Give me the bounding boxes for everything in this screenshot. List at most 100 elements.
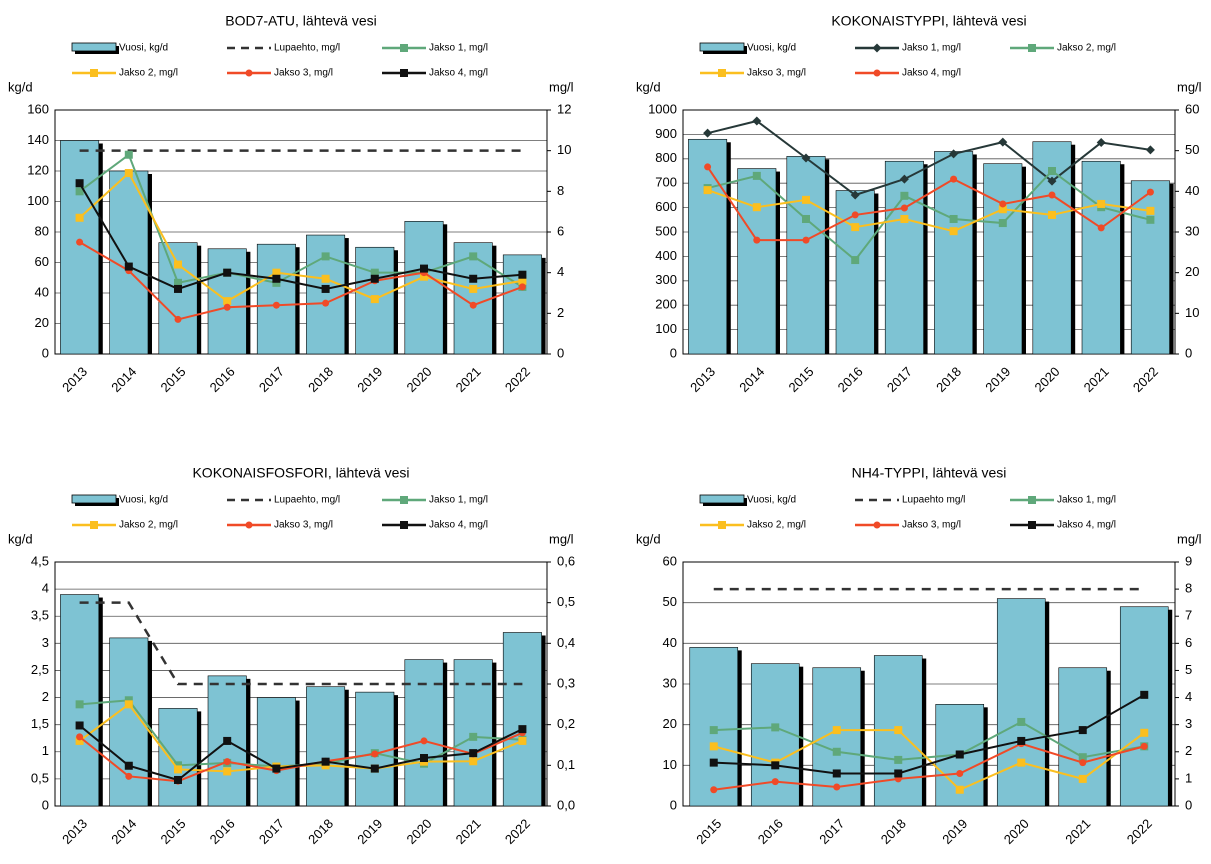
legend-label: Vuosi, kg/d xyxy=(747,495,796,506)
y2-tick-label: 0,4 xyxy=(557,635,575,650)
legend-marker xyxy=(400,521,408,529)
point xyxy=(223,303,231,311)
point xyxy=(1078,753,1087,762)
legend-label: Jakso 1, mg/l xyxy=(429,43,488,54)
y-tick-label: 0 xyxy=(670,345,677,360)
series-line xyxy=(79,241,523,321)
point xyxy=(124,696,133,705)
point xyxy=(223,268,232,277)
point xyxy=(753,236,761,244)
x-tick-label: 2015 xyxy=(157,364,188,395)
series-line xyxy=(713,693,1145,775)
y2-tick-label: 4 xyxy=(557,264,564,279)
legend-label: Jakso 2, mg/l xyxy=(119,520,178,531)
x-tick-label: 2017 xyxy=(884,364,915,395)
y2-tick-label: 0,2 xyxy=(557,716,575,731)
x-tick-label: 2017 xyxy=(256,816,287,847)
legend-label: Jakso 4, mg/l xyxy=(429,520,488,531)
y-tick-label: 900 xyxy=(655,126,677,141)
point xyxy=(998,205,1007,214)
x-tick-label: 2014 xyxy=(108,816,139,847)
point xyxy=(1146,206,1155,215)
legend-label: Jakso 3, mg/l xyxy=(747,68,806,79)
y2-tick-label: 2 xyxy=(557,305,564,320)
point xyxy=(174,278,182,287)
point xyxy=(949,227,958,236)
y2-tick-label: 0,6 xyxy=(557,553,575,568)
point xyxy=(1048,167,1056,175)
bar xyxy=(1081,160,1121,355)
x-tick-label: 2017 xyxy=(816,816,847,847)
x-tick-label: 2020 xyxy=(403,816,434,847)
y2-tick-label: 30 xyxy=(1185,223,1199,238)
point xyxy=(894,726,903,735)
y-tick-label: 2,5 xyxy=(31,662,49,677)
point xyxy=(900,214,909,223)
point xyxy=(955,785,964,794)
y-axis-label: kg/d xyxy=(636,79,661,94)
y-tick-label: 2 xyxy=(42,689,49,704)
point xyxy=(321,757,330,766)
bar xyxy=(404,221,444,355)
y-tick-label: 40 xyxy=(663,635,677,650)
y2-axis-label: mg/l xyxy=(1177,531,1202,546)
bar xyxy=(158,708,198,807)
legend-label: Jakso 4, mg/l xyxy=(1057,520,1116,531)
legend-label: Jakso 1, mg/l xyxy=(902,43,961,54)
y-tick-label: 500 xyxy=(655,223,677,238)
legend-swatch xyxy=(71,42,117,52)
legend-label: Jakso 4, mg/l xyxy=(902,68,961,79)
y-axis-label: kg/d xyxy=(8,79,33,94)
y-tick-label: 140 xyxy=(27,132,49,147)
y2-tick-label: 0 xyxy=(1185,345,1192,360)
point xyxy=(370,295,379,304)
point xyxy=(1017,717,1026,726)
series-line xyxy=(79,601,523,686)
point xyxy=(950,175,958,183)
point xyxy=(1078,774,1087,783)
legend-marker xyxy=(400,69,408,77)
y-tick-label: 160 xyxy=(27,101,49,116)
point xyxy=(899,174,909,184)
point xyxy=(321,284,330,293)
point xyxy=(370,764,379,773)
legend-marker xyxy=(90,69,98,77)
point xyxy=(174,775,182,784)
point xyxy=(1096,138,1106,148)
y-tick-label: 3,5 xyxy=(31,608,49,623)
point xyxy=(420,737,428,745)
series-line xyxy=(707,169,1151,262)
y-tick-label: 4 xyxy=(42,581,49,596)
y-tick-label: 700 xyxy=(655,175,677,190)
point xyxy=(832,726,841,735)
y-tick-label: 0 xyxy=(42,797,49,812)
point xyxy=(370,268,379,277)
point xyxy=(1097,224,1105,232)
point xyxy=(1017,758,1026,767)
y-tick-label: 20 xyxy=(663,716,677,731)
point xyxy=(75,213,84,222)
point xyxy=(75,700,84,709)
chart-title: BOD7-ATU, lähtevä vesi xyxy=(225,13,376,29)
y-tick-label: 100 xyxy=(27,193,49,208)
series-line xyxy=(707,189,1151,233)
x-tick-label: 2016 xyxy=(207,816,238,847)
point xyxy=(75,179,84,188)
bar xyxy=(453,659,493,807)
point xyxy=(518,276,527,285)
y-tick-label: 30 xyxy=(663,675,677,690)
point xyxy=(272,301,280,309)
point xyxy=(223,767,232,776)
series-line xyxy=(706,166,1151,242)
y2-tick-label: 8 xyxy=(1185,581,1192,596)
bar xyxy=(355,691,395,807)
point xyxy=(272,278,281,287)
point xyxy=(703,186,712,195)
point xyxy=(174,284,182,293)
point xyxy=(1146,215,1155,224)
point xyxy=(321,252,330,261)
plot-area xyxy=(54,561,548,807)
x-tick-label: 2021 xyxy=(453,816,484,847)
point xyxy=(1140,690,1149,699)
